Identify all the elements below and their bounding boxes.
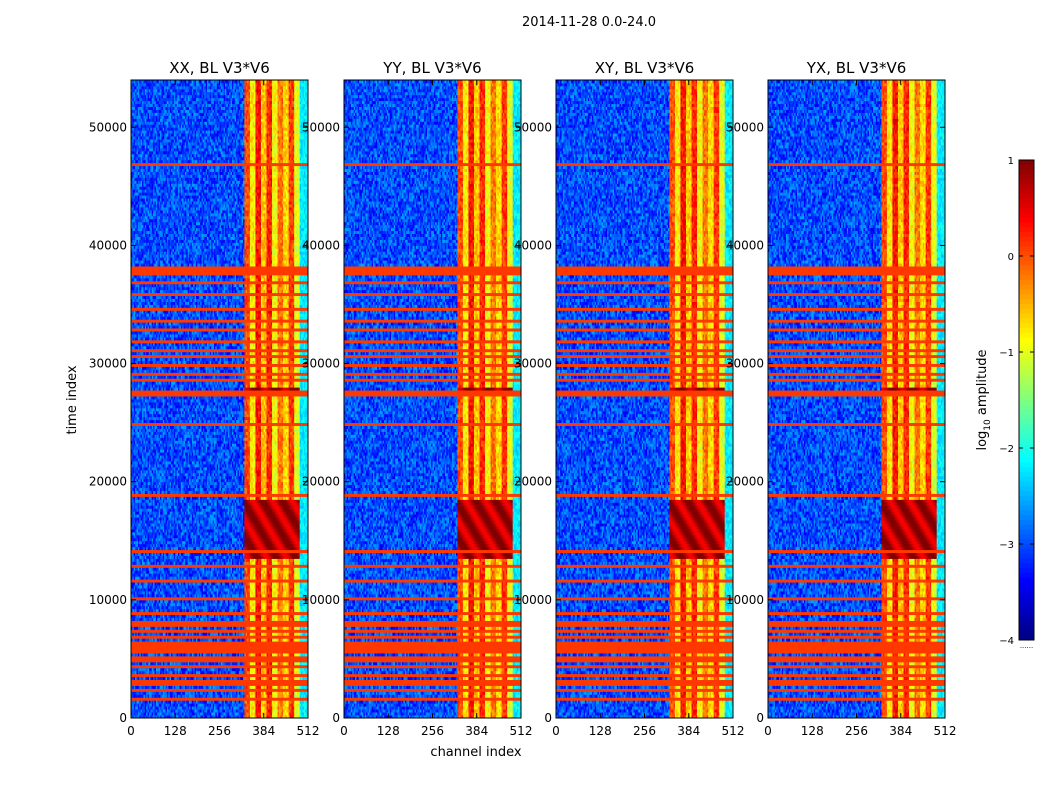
heatmap-1 [131,80,308,718]
figure-suptitle: 2014-11-28 0.0-24.0 [522,15,656,30]
figure: 2014-11-28 0.0-24.0 XX, BL V3*V60 128 256 3… [0,0,1050,800]
panel-1: XX, BL V3*V60 128 256 384 512010000200003000… [89,59,320,738]
panels-group: XX, BL V3*V60 128 256 384 512010000200003000… [89,59,957,738]
